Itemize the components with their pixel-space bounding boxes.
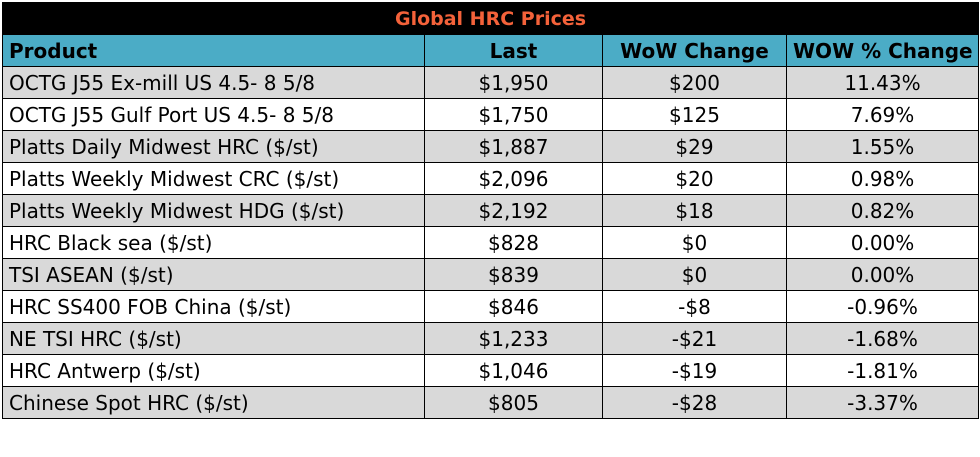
product-cell: HRC SS400 FOB China ($/st) (2, 290, 425, 323)
table-row: NE TSI HRC ($/st) $1,233 -$21 -1.68% (2, 322, 980, 355)
wow-percent-change-cell: -1.68% (785, 322, 980, 355)
table-row: HRC Antwerp ($/st) $1,046 -$19 -1.81% (2, 354, 980, 387)
wow-change-cell: $125 (602, 98, 787, 131)
table-row: Chinese Spot HRC ($/st) $805 -$28 -3.37% (2, 386, 980, 419)
product-cell: Platts Weekly Midwest CRC ($/st) (2, 162, 425, 195)
last-price-cell: $839 (424, 258, 603, 291)
last-price-cell: $1,887 (424, 130, 603, 163)
table-title: Global HRC Prices (1, 2, 980, 35)
wow-percent-change-cell: 0.00% (785, 258, 980, 291)
product-cell: OCTG J55 Gulf Port US 4.5- 8 5/8 (2, 98, 425, 131)
last-price-cell: $2,096 (424, 162, 603, 195)
wow-change-cell: $29 (602, 130, 787, 163)
last-price-cell: $1,233 (424, 322, 603, 355)
table-row: OCTG J55 Ex-mill US 4.5- 8 5/8 $1,950 $200… (2, 66, 980, 99)
last-price-cell: $1,046 (424, 354, 603, 387)
product-cell: TSI ASEAN ($/st) (2, 258, 425, 291)
last-price-cell: $1,750 (424, 98, 603, 131)
wow-change-cell: $18 (602, 194, 787, 227)
table-row: Platts Daily Midwest HRC ($/st) $1,887 $29… (2, 130, 980, 163)
wow-change-cell: $200 (602, 66, 787, 99)
table-row: HRC Black sea ($/st) $828 $0 0.00% (2, 226, 980, 259)
wow-percent-change-cell: 7.69% (785, 98, 980, 131)
wow-percent-change-cell: 11.43% (785, 66, 980, 99)
last-price-cell: $805 (424, 386, 603, 419)
column-header-wow-percent-change: WOW % Change (785, 34, 980, 67)
column-header-last: Last (424, 34, 603, 67)
table-row: OCTG J55 Gulf Port US 4.5- 8 5/8 $1,750 $1… (2, 98, 980, 131)
wow-percent-change-cell: -3.37% (785, 386, 980, 419)
wow-percent-change-cell: 0.98% (785, 162, 980, 195)
table-row: Platts Weekly Midwest HDG ($/st) $2,192 $1… (2, 194, 980, 227)
table-title-row: Global HRC Prices (1, 2, 980, 35)
wow-change-cell: -$28 (602, 386, 787, 419)
last-price-cell: $846 (424, 290, 603, 323)
wow-percent-change-cell: -0.96% (785, 290, 980, 323)
product-cell: HRC Antwerp ($/st) (2, 354, 425, 387)
table-row: TSI ASEAN ($/st) $839 $0 0.00% (2, 258, 980, 291)
wow-percent-change-cell: 0.00% (785, 226, 980, 259)
last-price-cell: $828 (424, 226, 603, 259)
last-price-cell: $2,192 (424, 194, 603, 227)
product-cell: HRC Black sea ($/st) (2, 226, 425, 259)
product-cell: Platts Daily Midwest HRC ($/st) (2, 130, 425, 163)
table-header-row: Product Last WoW Change WOW % Change (2, 34, 980, 67)
wow-percent-change-cell: -1.81% (785, 354, 980, 387)
column-header-product: Product (2, 34, 425, 67)
wow-change-cell: -$21 (602, 322, 787, 355)
wow-change-cell: -$8 (602, 290, 787, 323)
wow-change-cell: $20 (602, 162, 787, 195)
wow-change-cell: $0 (602, 226, 787, 259)
product-cell: Chinese Spot HRC ($/st) (2, 386, 425, 419)
wow-percent-change-cell: 0.82% (785, 194, 980, 227)
product-cell: Platts Weekly Midwest HDG ($/st) (2, 194, 425, 227)
product-cell: OCTG J55 Ex-mill US 4.5- 8 5/8 (2, 66, 425, 99)
table-body: OCTG J55 Ex-mill US 4.5- 8 5/8 $1,950 $200… (2, 66, 980, 419)
table-row: HRC SS400 FOB China ($/st) $846 -$8 -0.96% (2, 290, 980, 323)
hrc-price-table: Global HRC Prices Product Last WoW Chang… (1, 2, 980, 419)
wow-percent-change-cell: 1.55% (785, 130, 980, 163)
table-row: Platts Weekly Midwest CRC ($/st) $2,096 $2… (2, 162, 980, 195)
last-price-cell: $1,950 (424, 66, 603, 99)
product-cell: NE TSI HRC ($/st) (2, 322, 425, 355)
wow-change-cell: -$19 (602, 354, 787, 387)
column-header-wow-change: WoW Change (602, 34, 787, 67)
wow-change-cell: $0 (602, 258, 787, 291)
